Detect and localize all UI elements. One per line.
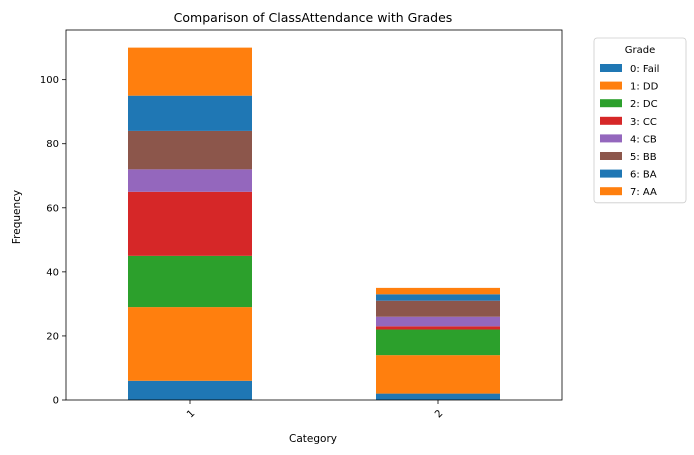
- bar-2-series-7: [376, 287, 500, 295]
- bar-2-series-5: [376, 300, 500, 317]
- legend-label-6: 6: BA: [630, 170, 657, 181]
- y-tick-label-40: 40: [46, 267, 59, 278]
- legend-swatch-4: [600, 134, 622, 143]
- bar-2-series-3: [376, 326, 500, 330]
- y-tick-label-20: 20: [46, 331, 59, 342]
- bar-1-series-7: [128, 47, 252, 96]
- y-tick-label-80: 80: [46, 139, 59, 150]
- bar-1-series-6: [128, 95, 252, 131]
- legend-swatch-3: [600, 116, 622, 125]
- bar-1-series-5: [128, 130, 252, 170]
- legend-label-2: 2: DC: [630, 99, 658, 110]
- bar-2-series-0: [376, 393, 500, 400]
- bar-1-series-2: [128, 255, 252, 308]
- legend-swatch-5: [600, 152, 622, 160]
- legend-swatch-7: [600, 187, 622, 196]
- x-axis-label: Category: [289, 433, 337, 445]
- x-tick-label-1: 1: [185, 408, 197, 420]
- y-tick-label-60: 60: [46, 203, 59, 214]
- chart-title: Comparison of ClassAttendance with Grade…: [174, 10, 453, 25]
- y-axis-label: Frequency: [11, 190, 23, 244]
- legend-label-4: 4: CB: [630, 134, 657, 145]
- bar-1-series-3: [128, 191, 252, 256]
- bar-2-series-4: [376, 316, 500, 327]
- legend-swatch-6: [600, 169, 622, 178]
- bar-1-series-1: [128, 307, 252, 381]
- plot-frame: [65, 29, 563, 401]
- bar-2-series-6: [376, 294, 500, 301]
- plot-area: [65, 29, 563, 401]
- legend-swatch-0: [600, 64, 622, 72]
- bar-1-series-0: [128, 380, 252, 400]
- legend-label-1: 1: DD: [630, 82, 659, 93]
- legend: Grade 0: Fail 1: DD 2: DC 3: CC 4: CB 5: BB 6: …: [593, 37, 687, 204]
- legend-label-5: 5: BB: [630, 152, 657, 163]
- legend-label-3: 3: CC: [630, 117, 657, 128]
- legend-title: Grade: [625, 45, 656, 56]
- legend-label-0: 0: Fail: [630, 64, 659, 75]
- bar-2-series-1: [376, 355, 500, 394]
- legend-label-7: 7: AA: [630, 187, 657, 198]
- x-tick-label-2: 2: [433, 408, 445, 420]
- y-tick-label-100: 100: [40, 75, 59, 86]
- bar-2-series-2: [376, 329, 500, 356]
- y-axis: 0 20 40 60 80 100: [40, 75, 66, 407]
- bar-1-series-4: [128, 169, 252, 192]
- legend-swatch-1: [600, 81, 622, 90]
- legend-swatch-2: [600, 99, 622, 108]
- y-tick-label-0: 0: [53, 396, 59, 407]
- legend-box: [593, 37, 687, 204]
